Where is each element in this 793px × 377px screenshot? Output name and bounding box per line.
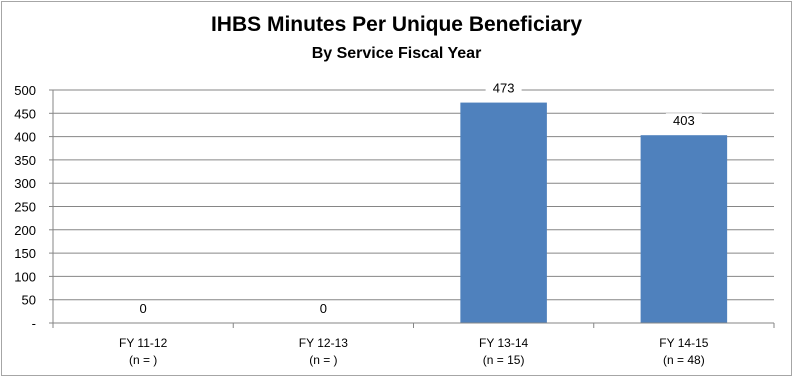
data-label: 0	[140, 301, 147, 316]
chart-subtitle: By Service Fiscal Year	[311, 45, 482, 62]
y-tick-label: 50	[22, 293, 36, 308]
y-tick-label: 450	[14, 106, 36, 121]
bar	[460, 102, 547, 323]
data-label-bg	[133, 301, 154, 317]
y-tick-label: 350	[14, 153, 36, 168]
bars	[460, 102, 728, 323]
y-tick-label: 200	[14, 223, 36, 238]
data-label: 0	[320, 301, 327, 316]
y-tick-label: -	[32, 316, 36, 331]
data-label: 473	[493, 81, 515, 96]
data-label: 403	[673, 113, 695, 128]
x-category-note: (n = 48)	[663, 353, 705, 367]
x-category-note: (n = 15)	[483, 353, 525, 367]
y-tick-label: 150	[14, 246, 36, 261]
y-tick-label: 500	[14, 83, 36, 98]
x-category-note: (n = )	[129, 353, 157, 367]
axes: - 50 100 150 200 250 300 350 400 450 500	[14, 83, 775, 331]
x-category-label: FY 11-12	[119, 336, 168, 350]
labels: 0 FY 11-12 (n = ) 0 FY 12-13 (n = ) 473 FY 13-1…	[119, 80, 709, 367]
y-tick-label: 250	[14, 200, 36, 215]
y-tick-label: 100	[14, 269, 36, 284]
y-tick-label: 300	[14, 176, 36, 191]
x-category-note: (n = )	[309, 353, 337, 367]
data-label-bg	[485, 80, 522, 97]
bar	[640, 135, 728, 323]
y-tick-label: 400	[14, 130, 36, 145]
x-category-label: FY 14-15	[659, 336, 708, 350]
data-label-bg	[665, 113, 702, 130]
x-category-label: FY 12-13	[299, 336, 348, 350]
x-category-label: FY 13-14	[479, 336, 528, 350]
chart-title: IHBS Minutes Per Unique Beneficiary	[210, 13, 583, 36]
data-label-bg	[313, 301, 334, 317]
